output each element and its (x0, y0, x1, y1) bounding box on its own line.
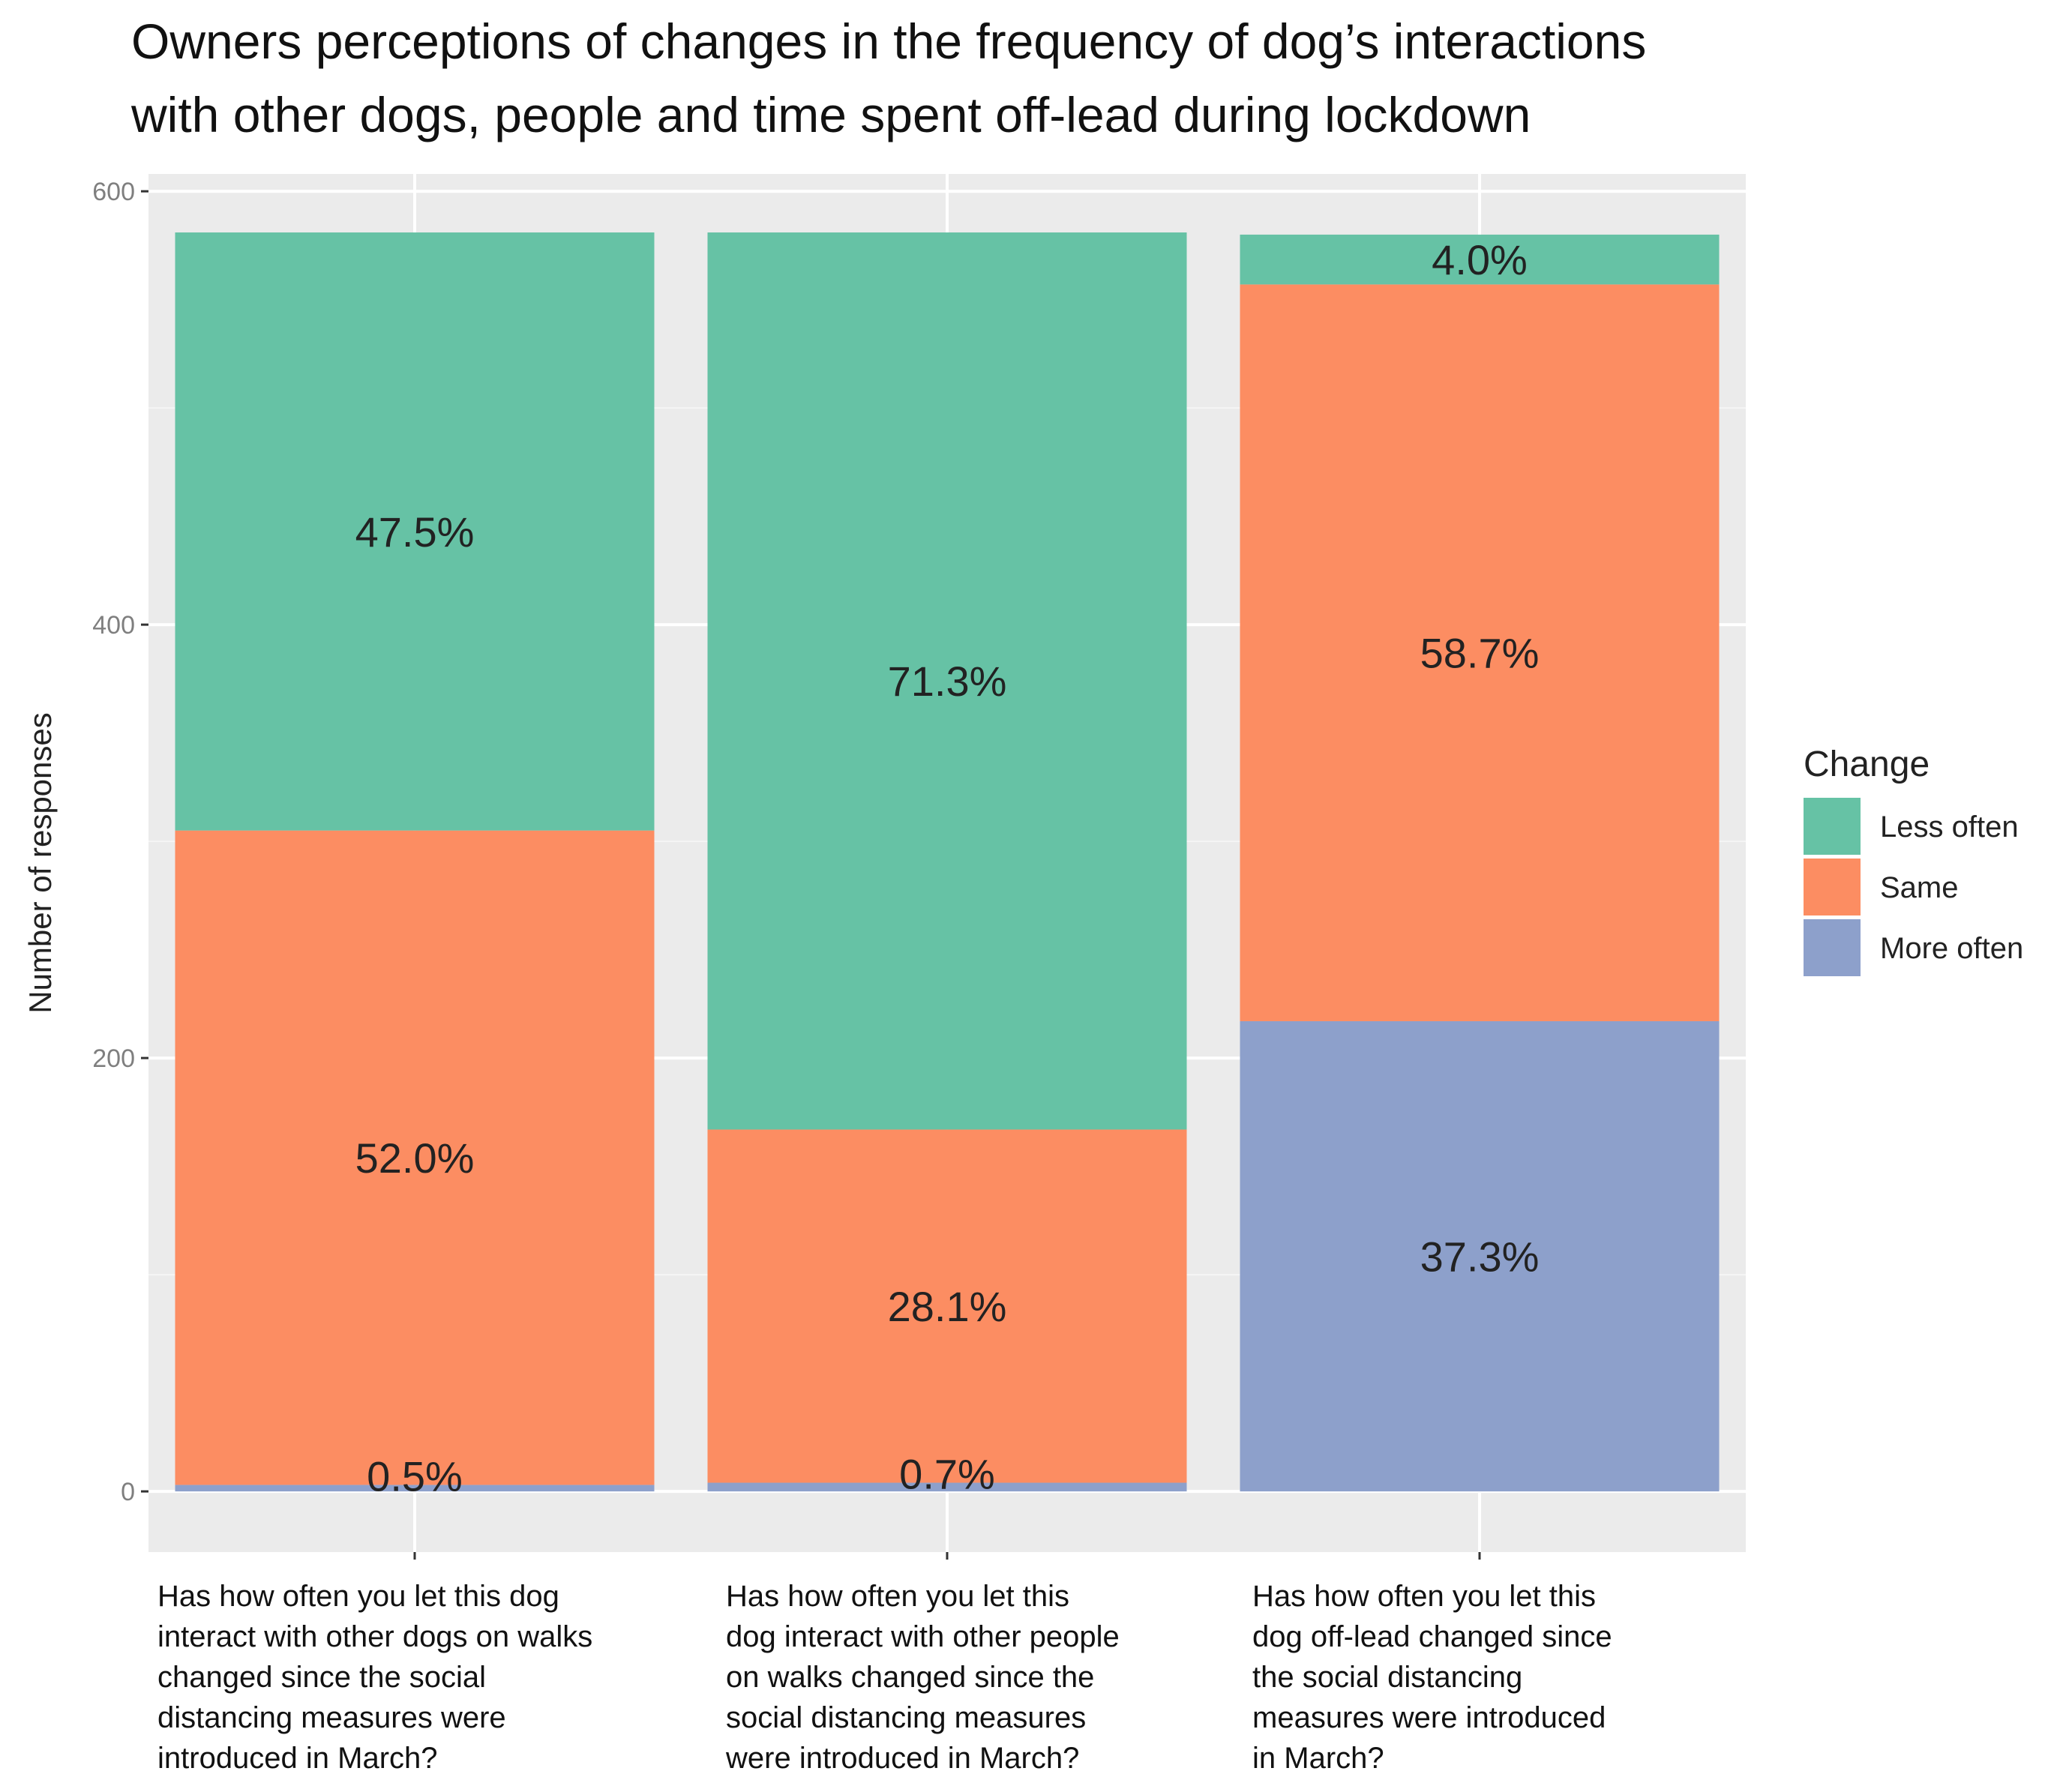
bar-segment (1240, 1020, 1720, 1492)
bar-segment (175, 232, 655, 831)
x-tick-label-line: in March? (1252, 1742, 1384, 1775)
x-tick-label-line: dog off-lead changed since (1252, 1620, 1612, 1653)
x-tick-label-line: measures were introduced (1252, 1701, 1606, 1734)
data-label: 37.3% (1420, 1233, 1540, 1281)
legend-title: Change (1804, 745, 1930, 784)
x-tick-label-line: interact with other dogs on walks (157, 1620, 592, 1653)
data-label: 28.1% (888, 1283, 1007, 1330)
y-axis: 0 200 400 600 (92, 178, 148, 1506)
legend-label: More often (1880, 932, 2023, 965)
x-tick-label-line: Has how often you let this (726, 1580, 1069, 1613)
data-label: 47.5% (355, 508, 475, 556)
y-tick-label: 200 (92, 1044, 135, 1073)
legend-label: Less often (1880, 811, 2019, 844)
bar-segment (707, 1482, 1187, 1492)
data-label: 0.5% (367, 1452, 463, 1500)
bar-segment (707, 232, 1187, 1130)
title-line: Owners perceptions of changes in the fre… (131, 13, 1646, 69)
title-line: with other dogs, people and time spent o… (130, 87, 1531, 142)
legend-swatch (1804, 919, 1861, 976)
x-tick-label-line: social distancing measures (726, 1701, 1086, 1734)
x-tick-label-line: Has how often you let this dog (157, 1580, 559, 1613)
data-labels: 0.5% 52.0% 47.5% 0.7% 28.1% 71.3% 37.3% 58.7% 4.… (355, 236, 1540, 1500)
chart-title: Owners perceptions of changes in the fre… (130, 13, 1646, 142)
x-axis: Has how often you let this dog interact w… (157, 1552, 1612, 1775)
legend-swatch (1804, 798, 1861, 855)
data-label: 58.7% (1420, 630, 1540, 677)
x-tick-label-line: introduced in March? (157, 1742, 438, 1775)
x-tick-label-line: distancing measures were (157, 1701, 506, 1734)
data-label: 4.0% (1432, 236, 1528, 283)
data-label: 0.7% (899, 1451, 995, 1498)
bars (175, 232, 1720, 1492)
x-tick-label: Has how often you let this dog interact w… (725, 1580, 1120, 1775)
bar-segment (1240, 234, 1720, 285)
y-tick-label: 400 (92, 611, 135, 640)
x-tick-label: Has how often you let this dog off-lead c… (1252, 1580, 1612, 1775)
legend-label: Same (1880, 871, 1959, 904)
x-tick-label-line: on walks changed since the (726, 1661, 1094, 1694)
legend-swatch (1804, 859, 1861, 915)
data-label: 52.0% (355, 1134, 475, 1182)
legend: Change Less often Same More often (1804, 745, 2023, 976)
x-tick-label-line: changed since the social (157, 1661, 486, 1694)
x-tick-label-line: Has how often you let this (1252, 1580, 1596, 1613)
x-tick-label-line: were introduced in March? (725, 1742, 1079, 1775)
x-tick-label: Has how often you let this dog interact w… (157, 1580, 592, 1775)
x-tick-label-line: the social distancing (1252, 1661, 1522, 1694)
bar-segment (707, 1129, 1187, 1483)
y-axis-title: Number of responses (22, 712, 58, 1014)
bar-segment (175, 830, 655, 1485)
data-label: 71.3% (888, 658, 1007, 705)
bar-segment (1240, 284, 1720, 1021)
y-tick-label: 0 (121, 1478, 135, 1506)
y-tick-label: 600 (92, 178, 135, 206)
x-tick-label-line: dog interact with other people (726, 1620, 1120, 1653)
bar-segment (175, 1485, 655, 1492)
